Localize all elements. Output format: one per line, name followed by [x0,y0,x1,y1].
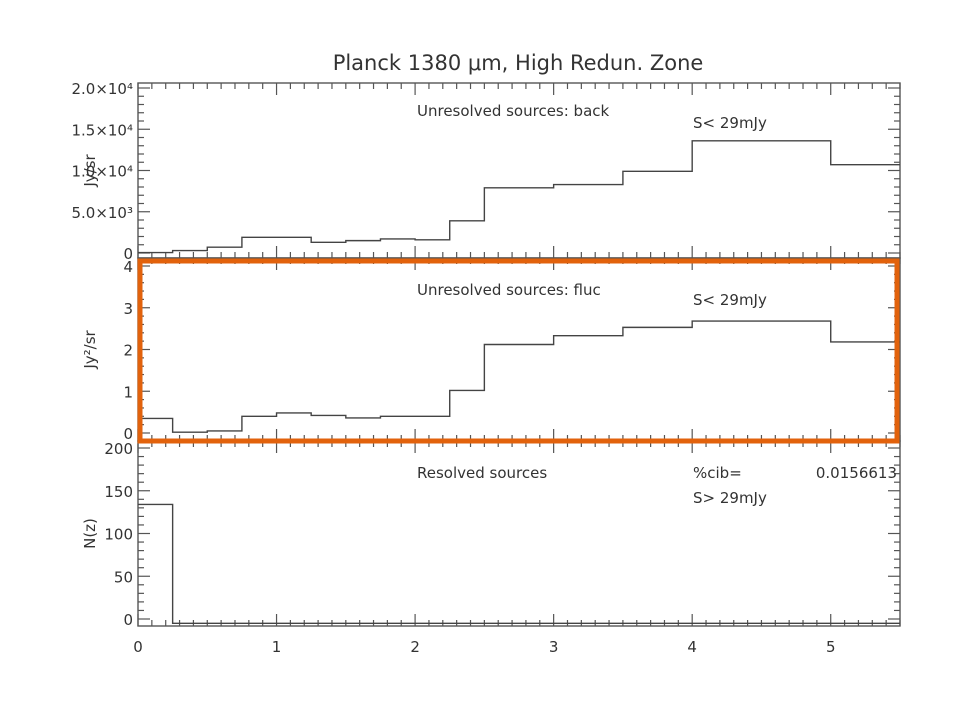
panel-top-annotation: Unresolved sources: back [417,102,610,120]
panel-bottom-flux-label: S> 29mJy [693,489,767,507]
y-tick-label: 0 [123,245,133,263]
panel-middle-annotation: Unresolved sources: fluc [417,281,601,299]
y-tick-label: 5.0×10³ [71,204,133,222]
y-tick-label: 3 [123,300,133,318]
y-tick-label: 0 [123,425,133,443]
y-tick-label: 200 [104,440,133,458]
x-tick-label: 5 [826,638,836,656]
x-tick-label: 2 [410,638,420,656]
y-tick-label: 50 [114,568,133,586]
panel-top-flux-label: S< 29mJy [693,114,767,132]
panels: 0 5.0×10³ 1.0×10⁴ 1.5×10⁴ 2.0×10⁴ Jy/sr Unreso… [71,80,901,656]
y-tick-label: 1.0×10⁴ [71,163,133,181]
chart-title: Planck 1380 μm, High Redun. Zone [333,51,704,75]
y-tick-label: 1 [123,383,133,401]
panel-top-ylabel: Jy/sr [81,154,99,188]
y-tick-label: 150 [104,483,133,501]
y-tick-label: 0 [123,611,133,629]
panel-middle-flux-label: S< 29mJy [693,291,767,309]
panel-top-histogram [138,140,900,254]
x-tick-label: 1 [272,638,282,656]
y-tick-label: 2 [123,342,133,360]
panel-bottom-histogram [138,503,900,624]
y-tick-label: 2.0×10⁴ [71,80,133,98]
x-tick-label: 3 [549,638,559,656]
cib-label: %cib= [693,464,742,482]
y-tick-label: 100 [104,526,133,544]
y-tick-label: 1.5×10⁴ [71,121,133,139]
x-tick-label: 4 [687,638,697,656]
panel-middle-histogram [138,320,900,433]
x-tick-label: 0 [133,638,143,656]
panel-middle-ylabel: Jy²/sr [81,329,99,369]
highlight-box [137,258,900,444]
panel-bottom-annotation: Resolved sources [417,464,547,482]
y-tick-label: 4 [123,258,133,276]
panel-bottom-ylabel: N(z) [81,518,99,549]
cib-value: 0.0156613 [816,464,897,482]
